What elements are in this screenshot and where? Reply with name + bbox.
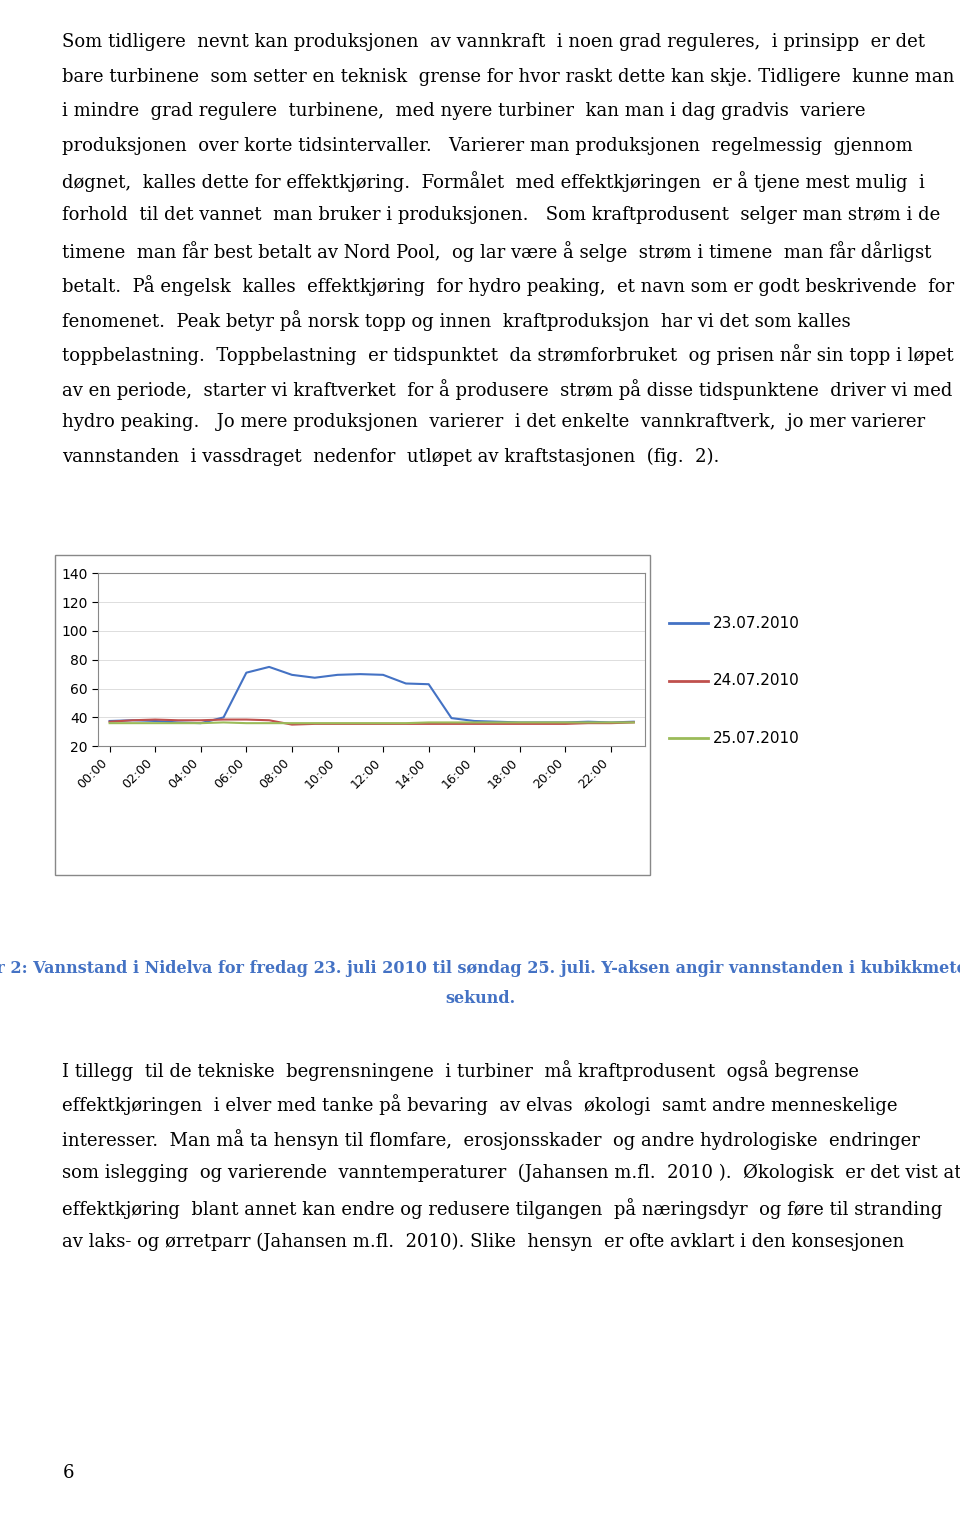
Text: 6: 6: [62, 1463, 74, 1482]
Text: produksjonen  over korte tidsintervaller.   Varierer man produksjonen  regelmess: produksjonen over korte tidsintervaller.…: [62, 136, 913, 155]
Text: effektkjøring  blant annet kan endre og redusere tilgangen  på næringsdyr  og fø: effektkjøring blant annet kan endre og r…: [62, 1198, 943, 1220]
Text: Som tidligere  nevnt kan produksjonen  av vannkraft  i noen grad reguleres,  i p: Som tidligere nevnt kan produksjonen av …: [62, 33, 925, 52]
Text: vannstanden  i vassdraget  nedenfor  utløpet av kraftstasjonen  (fig.  2).: vannstanden i vassdraget nedenfor utløpe…: [62, 448, 720, 467]
Text: sekund.: sekund.: [444, 991, 516, 1007]
Text: av en periode,  starter vi kraftverket  for å produsere  strøm på disse tidspunk: av en periode, starter vi kraftverket fo…: [62, 379, 952, 400]
Text: i mindre  grad regulere  turbinene,  med nyere turbiner  kan man i dag gradvis  : i mindre grad regulere turbinene, med ny…: [62, 103, 866, 120]
Text: bare turbinene  som setter en teknisk  grense for hvor raskt dette kan skje. Tid: bare turbinene som setter en teknisk gre…: [62, 68, 955, 86]
Text: hydro peaking.   Jo mere produksjonen  varierer  i det enkelte  vannkraftverk,  : hydro peaking. Jo mere produksjonen vari…: [62, 414, 925, 432]
Text: 23.07.2010: 23.07.2010: [712, 615, 800, 630]
Text: 24.07.2010: 24.07.2010: [712, 673, 799, 688]
Text: I tillegg  til de tekniske  begrensningene  i turbiner  må kraftprodusent  også : I tillegg til de tekniske begrensningene…: [62, 1060, 859, 1082]
Text: døgnet,  kalles dette for effektkjøring.  Formålet  med effektkjøringen  er å tj: døgnet, kalles dette for effektkjøring. …: [62, 171, 925, 192]
Text: betalt.  På engelsk  kalles  effektkjøring  for hydro peaking,  et navn som er g: betalt. På engelsk kalles effektkjøring …: [62, 276, 954, 295]
Text: av laks- og ørretparr (Jahansen m.fl.  2010). Slike  hensyn  er ofte avklart i d: av laks- og ørretparr (Jahansen m.fl. 20…: [62, 1233, 904, 1251]
Text: Figur 2: Vannstand i Nidelva for fredag 23. juli 2010 til søndag 25. juli. Y-aks: Figur 2: Vannstand i Nidelva for fredag …: [0, 961, 960, 977]
Text: forhold  til det vannet  man bruker i produksjonen.   Som kraftprodusent  selger: forhold til det vannet man bruker i prod…: [62, 206, 941, 224]
Text: som islegging  og varierende  vanntemperaturer  (Jahansen m.fl.  2010 ).  Økolog: som islegging og varierende vanntemperat…: [62, 1164, 960, 1182]
Text: timene  man får best betalt av Nord Pool,  og lar være å selge  strøm i timene  : timene man får best betalt av Nord Pool,…: [62, 241, 932, 262]
Text: fenomenet.  Peak betyr på norsk topp og innen  kraftproduksjon  har vi det som k: fenomenet. Peak betyr på norsk topp og i…: [62, 309, 851, 330]
Text: effektkjøringen  i elver med tanke på bevaring  av elvas  økologi  samt andre me: effektkjøringen i elver med tanke på bev…: [62, 1094, 898, 1115]
Text: toppbelastning.  Toppbelastning  er tidspunktet  da strømforbruket  og prisen nå: toppbelastning. Toppbelastning er tidspu…: [62, 344, 954, 365]
Text: 25.07.2010: 25.07.2010: [712, 730, 799, 745]
Text: interesser.  Man må ta hensyn til flomfare,  erosjonsskader  og andre hydrologis: interesser. Man må ta hensyn til flomfar…: [62, 1129, 921, 1150]
